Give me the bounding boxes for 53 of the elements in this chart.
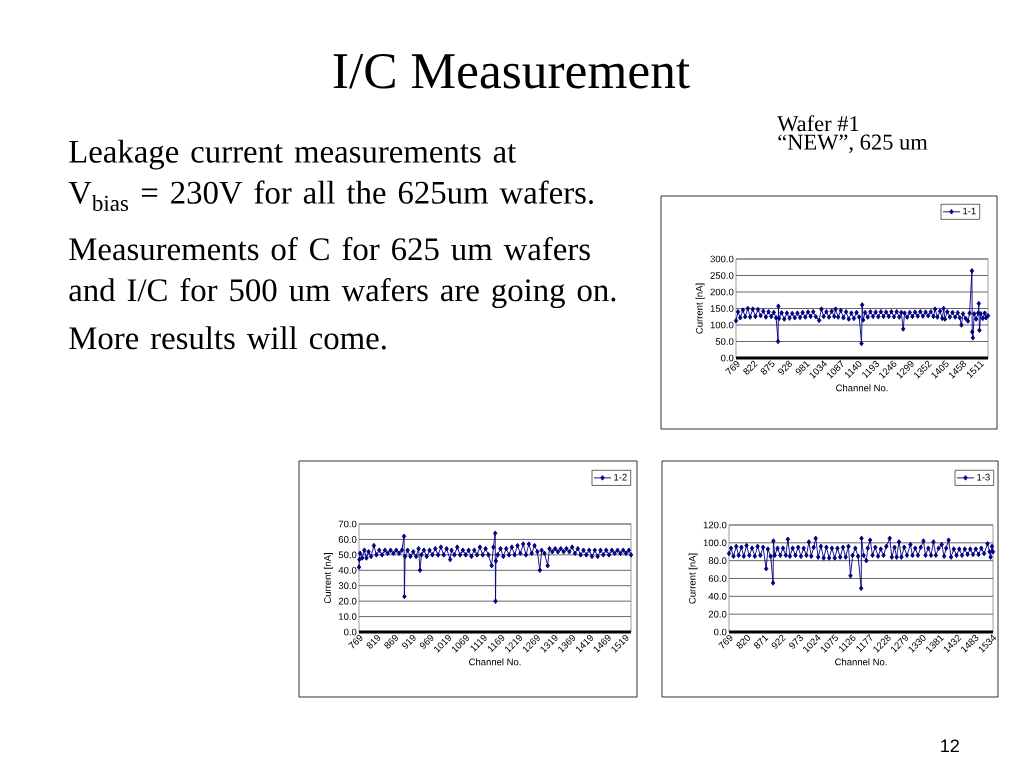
y-tick-label: 0.0 (720, 354, 734, 362)
text: Measurements of C for 625 um wafers and I/C for 500 um wafers are going on. (69, 236, 616, 309)
y-tick-label: 300.0 (710, 255, 734, 263)
y-tick-label: 120.0 (703, 521, 727, 529)
legend-label: 1-2 (614, 473, 627, 481)
y-tick-label: 250.0 (710, 272, 734, 279)
x-tick-label: 973 (789, 634, 803, 649)
y-axis-title: Current [nA] (323, 553, 333, 604)
x-tick-label: 869 (384, 634, 398, 649)
text: I/C Measurement (333, 53, 690, 89)
x-tick-label: 928 (778, 360, 792, 375)
x-axis-title: Channel No. (469, 658, 521, 666)
y-tick-label: 0.0 (343, 628, 357, 636)
y-axis-title: Current [nA] (695, 283, 705, 334)
x-tick-label: 820 (736, 634, 751, 649)
text: Leakage current measurements at V$_{bias}$ = 230V for all the 625um wafers. (68, 139, 593, 212)
x-tick-label: 769 (718, 634, 733, 649)
x-tick-label: 969 (419, 634, 434, 649)
chart-title: Wafer #1 (777, 115, 859, 132)
x-tick-label: 871 (754, 635, 769, 649)
x-tick-label: 819 (366, 634, 381, 649)
x-tick-label: 822 (743, 360, 758, 375)
y-tick-label: 150.0 (710, 305, 734, 312)
y-tick-label: 60.0 (708, 575, 727, 582)
x-axis-title: Channel No. (835, 658, 887, 666)
x-tick-label: 875 (760, 360, 775, 375)
x-tick-label: 769 (348, 634, 363, 649)
y-tick-label: 70.0 (338, 520, 357, 528)
text: More results will come. (69, 326, 386, 350)
y-tick-label: 100.0 (710, 321, 734, 329)
y-tick-label: 30.0 (338, 582, 357, 590)
legend-label: 1-3 (977, 473, 990, 481)
x-tick-label: 981 (795, 361, 811, 375)
legend-label: 1-1 (963, 207, 976, 215)
y-axis-title: Current [nA] (688, 553, 698, 604)
chart-subtitle: “NEW”, 625 um (778, 134, 928, 153)
x-tick-label: 922 (771, 634, 787, 649)
x-axis-title: Channel No. (836, 384, 888, 392)
y-tick-label: 20.0 (708, 610, 727, 618)
y-tick-label: 50.0 (338, 551, 357, 559)
y-tick-label: 200.0 (710, 288, 734, 296)
y-tick-label: 80.0 (708, 557, 727, 565)
y-tick-label: 40.0 (708, 592, 727, 600)
y-tick-label: 50.0 (715, 338, 734, 345)
y-tick-label: 10.0 (339, 613, 357, 620)
y-tick-label: 60.0 (338, 536, 357, 543)
y-tick-label: 20.0 (338, 597, 357, 605)
y-tick-label: 100.0 (703, 539, 727, 547)
x-tick-label: 919 (402, 634, 416, 649)
y-tick-label: 40.0 (338, 566, 357, 574)
x-tick-label: 769 (725, 360, 740, 375)
text: 12 (941, 739, 959, 752)
y-tick-label: 0.0 (713, 628, 727, 636)
